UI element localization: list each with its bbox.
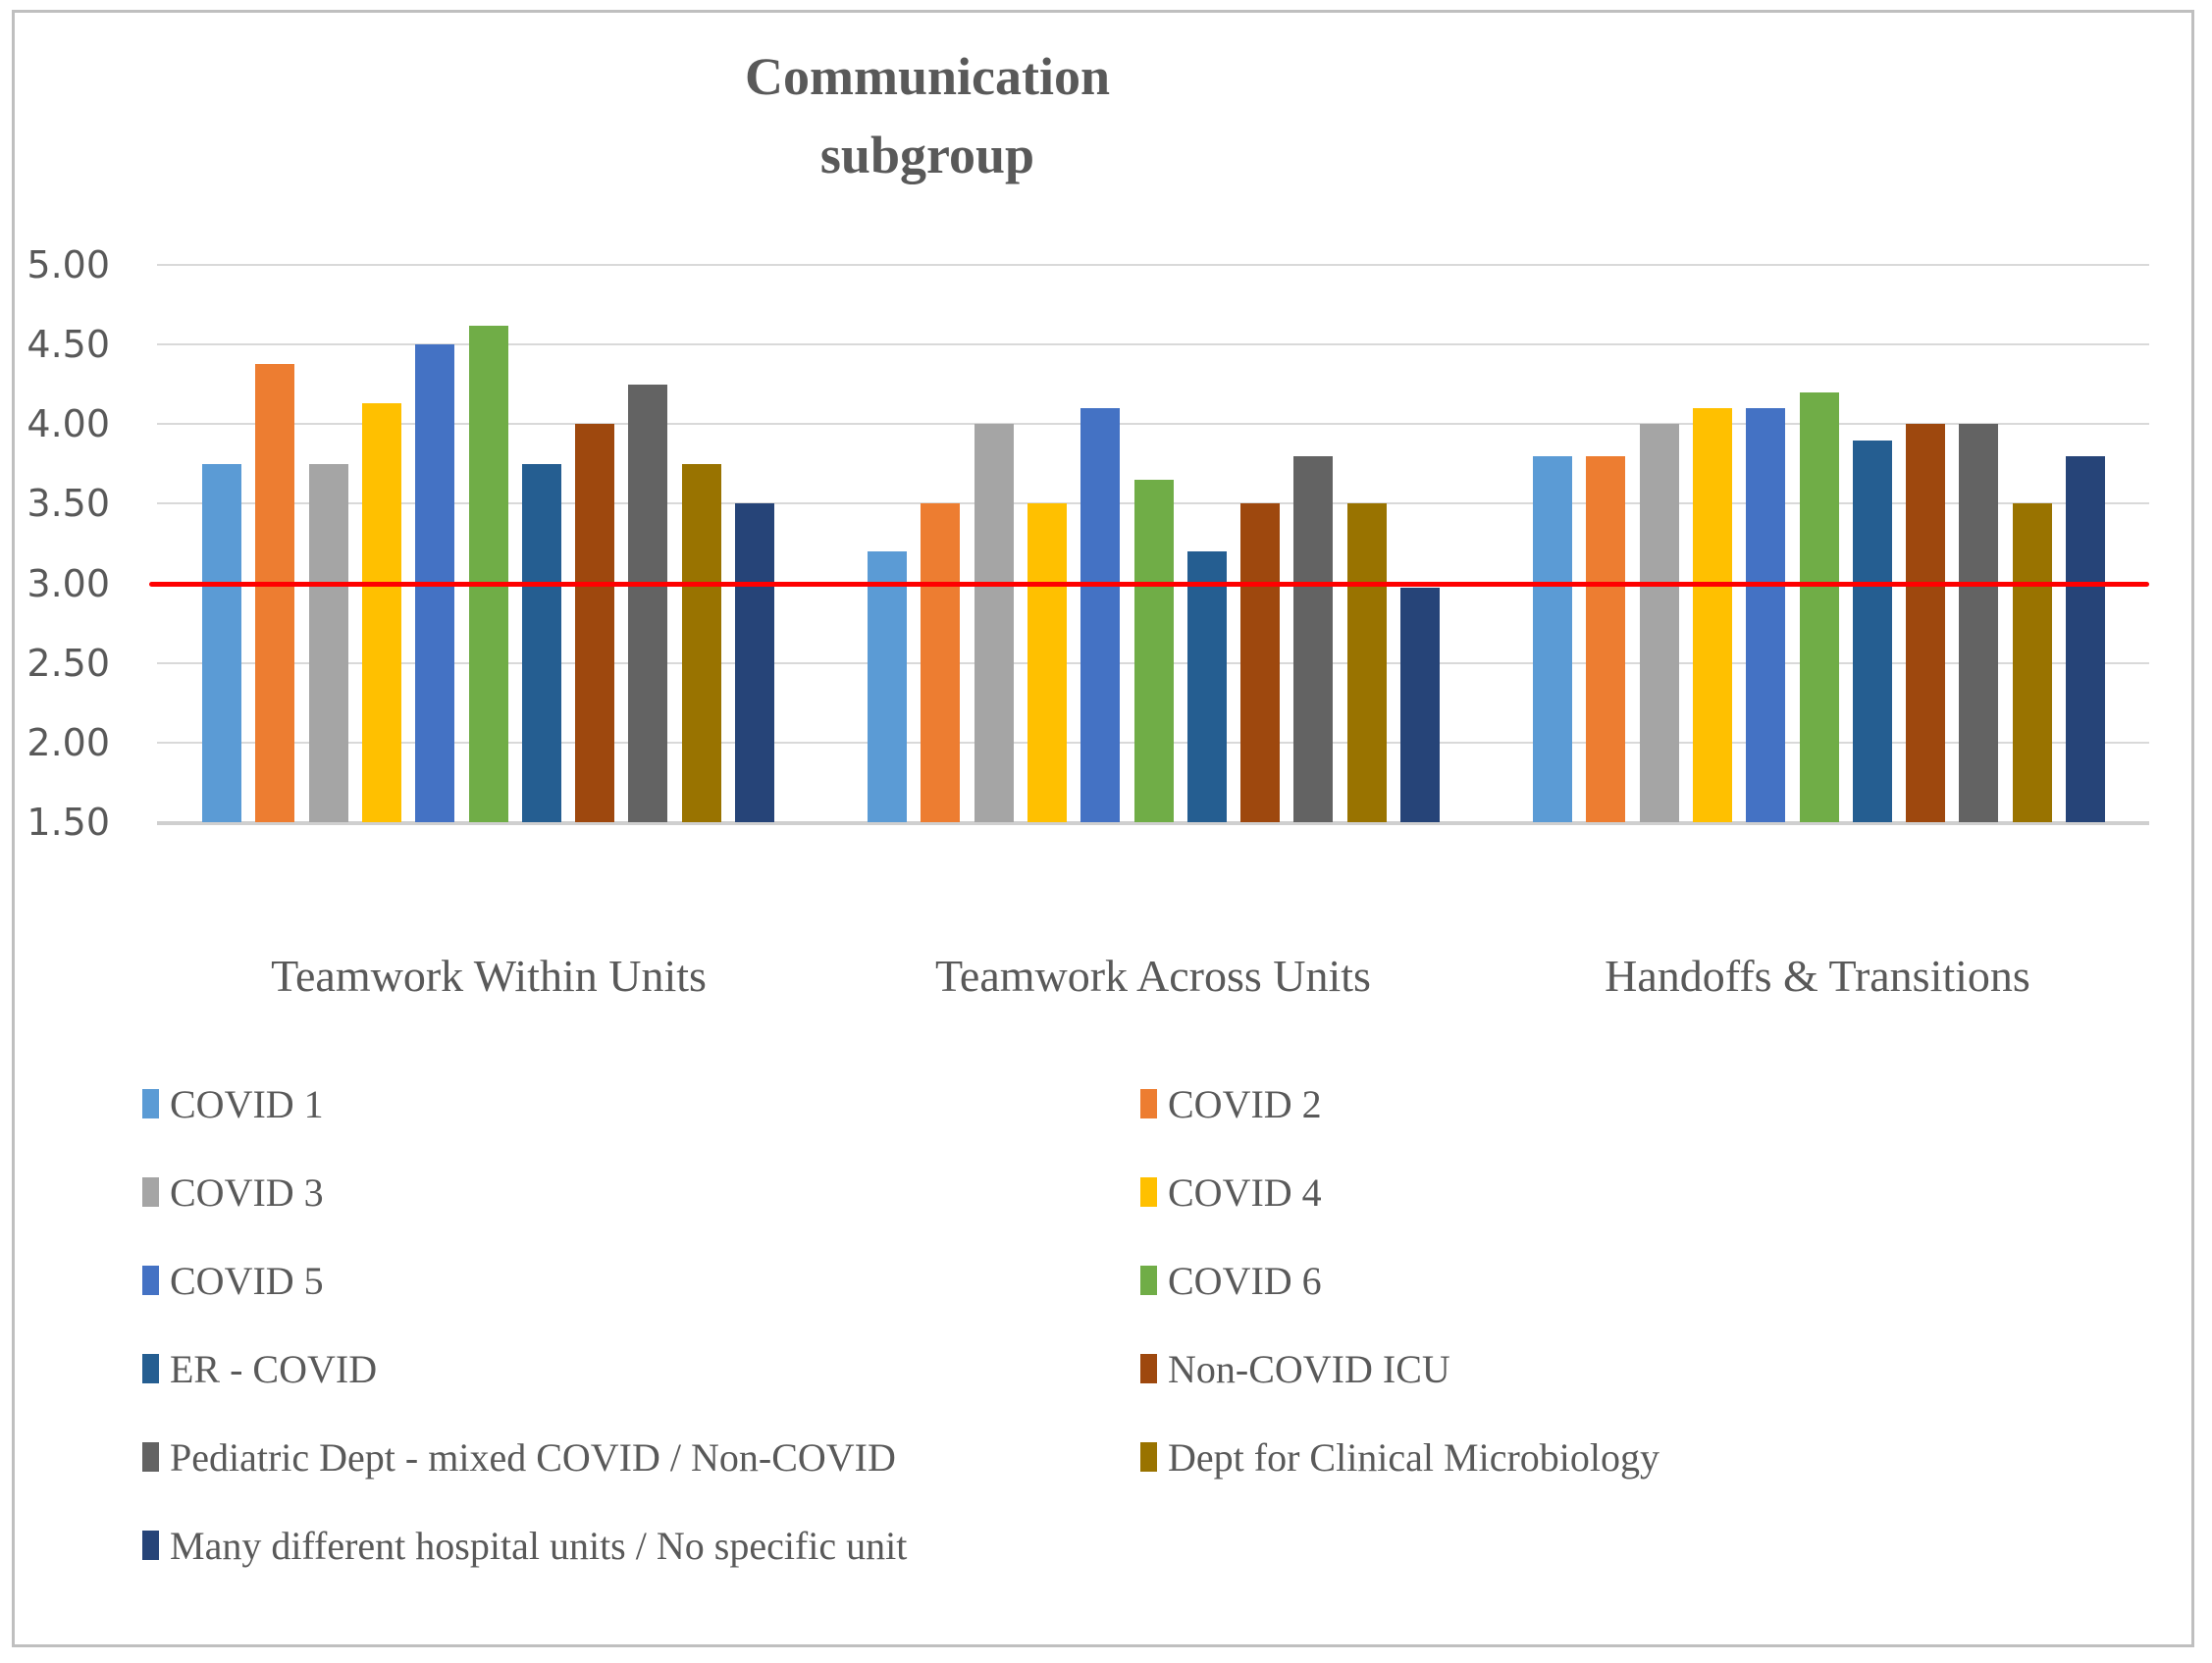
bar <box>1746 408 1786 822</box>
reference-line <box>149 581 2149 587</box>
legend-swatch-icon <box>142 1177 159 1207</box>
legend-label: Pediatric Dept - mixed COVID / Non-COVID <box>170 1434 896 1480</box>
y-tick-label: 1.50 <box>26 801 110 844</box>
legend-label: Dept for Clinical Microbiology <box>1168 1434 1660 1480</box>
bar <box>1400 588 1440 822</box>
y-tick-label: 5.00 <box>26 243 110 286</box>
y-tick-label: 3.50 <box>26 482 110 526</box>
legend-item: COVID 2 <box>1140 1079 1322 1128</box>
bar <box>575 424 615 822</box>
bar <box>974 424 1014 822</box>
category-label: Handoffs & Transitions <box>1605 951 2030 1001</box>
legend-swatch-icon <box>142 1442 159 1472</box>
legend-item: COVID 1 <box>142 1079 324 1128</box>
category-label: Teamwork Across Units <box>935 951 1371 1001</box>
bar <box>468 325 508 822</box>
bar <box>2066 455 2105 822</box>
chart-title: Communication subgroup <box>240 37 1614 194</box>
y-tick-label: 2.50 <box>26 641 110 685</box>
gridline <box>157 423 2149 426</box>
bar <box>361 403 401 822</box>
bar <box>628 384 668 822</box>
bar <box>1027 503 1067 822</box>
bar <box>1533 455 1572 822</box>
bar <box>1852 440 1892 822</box>
bar <box>1240 503 1281 822</box>
legend-swatch-icon <box>1140 1266 1157 1295</box>
legend-swatch-icon <box>142 1089 159 1118</box>
legend-item: Pediatric Dept - mixed COVID / Non-COVID <box>142 1432 896 1481</box>
chart-border <box>12 10 2194 1647</box>
legend-item: COVID 3 <box>142 1168 324 1217</box>
bar <box>735 503 774 822</box>
legend-item: COVID 5 <box>142 1256 324 1305</box>
legend-label: Non-COVID ICU <box>1168 1346 1450 1391</box>
bar <box>1186 551 1227 822</box>
x-axis-line <box>157 821 2149 825</box>
bar <box>2012 503 2052 822</box>
y-tick-label: 4.00 <box>26 402 110 446</box>
category-label: Teamwork Within Units <box>271 951 707 1001</box>
bar <box>1906 424 1946 822</box>
bar <box>681 463 721 822</box>
legend-swatch-icon <box>1140 1177 1157 1207</box>
bar <box>921 503 961 822</box>
legend-label: ER - COVID <box>170 1346 378 1391</box>
legend-item: COVID 4 <box>1140 1168 1322 1217</box>
chart-title-line-1: Communication <box>744 47 1110 106</box>
legend-item: Dept for Clinical Microbiology <box>1140 1432 1659 1481</box>
bar <box>1346 503 1387 822</box>
bar <box>1586 455 1626 822</box>
legend-swatch-icon <box>1140 1089 1157 1118</box>
legend-label: COVID 5 <box>170 1258 324 1303</box>
bar <box>1293 455 1334 822</box>
legend-item: Non-COVID ICU <box>1140 1344 1450 1393</box>
gridline <box>157 343 2149 346</box>
y-tick-label: 3.00 <box>26 561 110 605</box>
legend-label: COVID 4 <box>1168 1169 1322 1215</box>
legend-swatch-icon <box>1140 1442 1157 1472</box>
bar <box>1080 408 1121 822</box>
legend-swatch-icon <box>142 1354 159 1383</box>
gridline <box>157 264 2149 266</box>
bar <box>308 463 348 822</box>
legend-item: ER - COVID <box>142 1344 377 1393</box>
bar <box>1133 480 1174 822</box>
legend-label: COVID 2 <box>1168 1081 1322 1126</box>
bar <box>1692 408 1732 822</box>
chart-title-line-2: subgroup <box>819 126 1035 184</box>
legend-swatch-icon <box>1140 1354 1157 1383</box>
y-tick-label: 2.00 <box>26 720 110 764</box>
legend-label: Many different hospital units / No speci… <box>170 1523 908 1568</box>
legend-label: COVID 3 <box>170 1169 324 1215</box>
bar <box>1959 424 1999 822</box>
legend-label: COVID 6 <box>1168 1258 1322 1303</box>
bar <box>521 463 561 822</box>
legend-label: COVID 1 <box>170 1081 324 1126</box>
legend-swatch-icon <box>142 1531 159 1560</box>
y-tick-label: 4.50 <box>26 323 110 367</box>
legend-swatch-icon <box>142 1266 159 1295</box>
bar <box>1639 424 1679 822</box>
bar <box>868 551 907 822</box>
legend-item: COVID 6 <box>1140 1256 1322 1305</box>
bar <box>202 463 241 822</box>
legend-item: Many different hospital units / No speci… <box>142 1521 907 1570</box>
bar <box>1799 391 1839 822</box>
bar <box>255 363 295 822</box>
